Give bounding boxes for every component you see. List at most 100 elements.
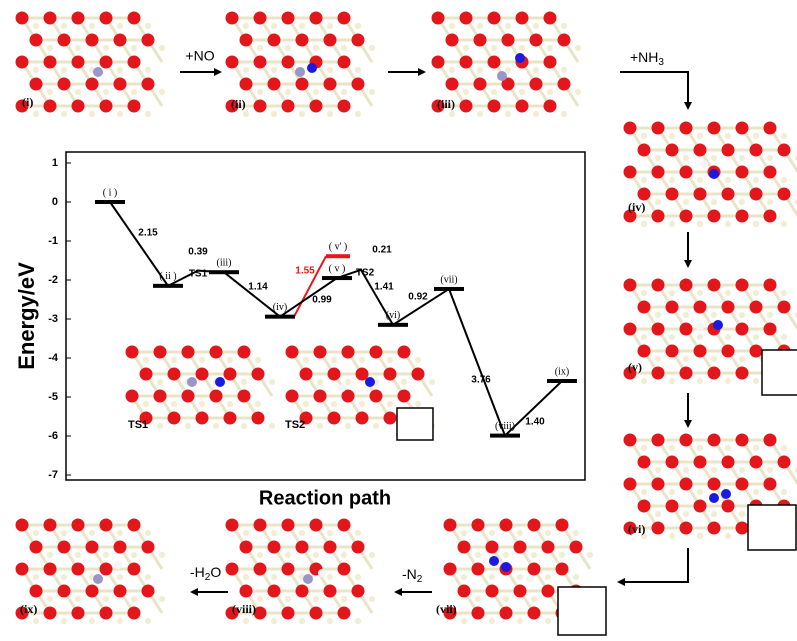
atom [697, 445, 703, 451]
atom [128, 607, 141, 620]
atom [33, 111, 39, 117]
atom [243, 574, 249, 580]
atom [352, 78, 365, 91]
atom [781, 445, 787, 451]
atom [680, 279, 693, 292]
atom [296, 541, 309, 554]
atom [143, 357, 149, 363]
atom [764, 279, 777, 292]
atom [268, 78, 281, 91]
atom [505, 111, 511, 117]
atom [341, 45, 347, 51]
arrowhead [214, 68, 222, 76]
atom [503, 552, 509, 558]
atom [624, 279, 637, 292]
atom [491, 45, 497, 51]
energy-path [110, 202, 562, 436]
atom [285, 45, 291, 51]
atom [196, 412, 209, 425]
atom [781, 133, 787, 139]
atom [114, 78, 127, 91]
atom [458, 585, 471, 598]
level [378, 323, 408, 327]
atom [680, 323, 693, 336]
atom [781, 221, 787, 227]
atom [472, 519, 485, 532]
atom [697, 177, 703, 183]
atom [299, 23, 305, 29]
atom [114, 561, 122, 569]
level-label: (viii) [495, 421, 515, 432]
atom [117, 23, 123, 29]
atom [694, 345, 707, 358]
atom [652, 367, 665, 380]
atom [736, 434, 749, 447]
atom [680, 166, 693, 179]
atom [355, 618, 361, 624]
arrowhead [684, 260, 692, 268]
atom [86, 78, 99, 91]
y-tick-label: -6 [48, 430, 58, 442]
atom [444, 519, 457, 532]
atom [709, 493, 719, 503]
atom [528, 563, 541, 576]
atom [226, 12, 239, 25]
atom [271, 111, 277, 117]
atom [725, 290, 731, 296]
atom [753, 489, 759, 495]
atom [697, 334, 703, 340]
panel-label: (vii) [436, 602, 457, 616]
atom [369, 89, 375, 95]
atom [338, 607, 351, 620]
atom [641, 221, 647, 227]
atom [638, 500, 651, 513]
atom [708, 522, 721, 535]
atom [781, 177, 787, 183]
atom [30, 585, 43, 598]
atom [475, 552, 481, 558]
atom [750, 345, 763, 358]
x-axis-label: Reaction path [259, 487, 391, 509]
branch-label: ( v' ) [329, 242, 347, 253]
branch-step: 1.55 [295, 266, 315, 277]
atom [641, 378, 647, 384]
atom [342, 346, 355, 359]
atom [369, 45, 375, 51]
atom [501, 562, 511, 572]
atom [461, 618, 467, 624]
atom [722, 345, 735, 358]
atom [328, 368, 341, 381]
atom [355, 530, 361, 536]
atom [575, 89, 581, 95]
atom [736, 367, 749, 380]
atom [528, 519, 541, 532]
level [490, 434, 520, 438]
atom [711, 312, 717, 318]
atom [655, 356, 661, 362]
atom [655, 199, 661, 205]
atom [680, 367, 693, 380]
inset-box [558, 587, 606, 635]
atom [61, 67, 67, 73]
atom [324, 585, 337, 598]
atom [753, 334, 759, 340]
arrow-label-sub: 3 [658, 57, 664, 68]
atom [199, 357, 205, 363]
atom [255, 357, 261, 363]
arrowhead [617, 578, 625, 586]
arrow-label: -N [402, 566, 417, 582]
atom [708, 210, 721, 223]
y-tick-label: 1 [52, 157, 58, 169]
atom [61, 111, 67, 117]
inset-label: TS1 [128, 419, 148, 431]
atom [542, 541, 555, 554]
atom [722, 144, 735, 157]
atom [327, 530, 333, 536]
arrow-label: -N2 [402, 566, 423, 585]
atom [669, 378, 675, 384]
atom [240, 34, 253, 47]
atom [47, 45, 53, 51]
atom [159, 552, 165, 558]
atom [296, 34, 309, 47]
atom [145, 23, 151, 29]
